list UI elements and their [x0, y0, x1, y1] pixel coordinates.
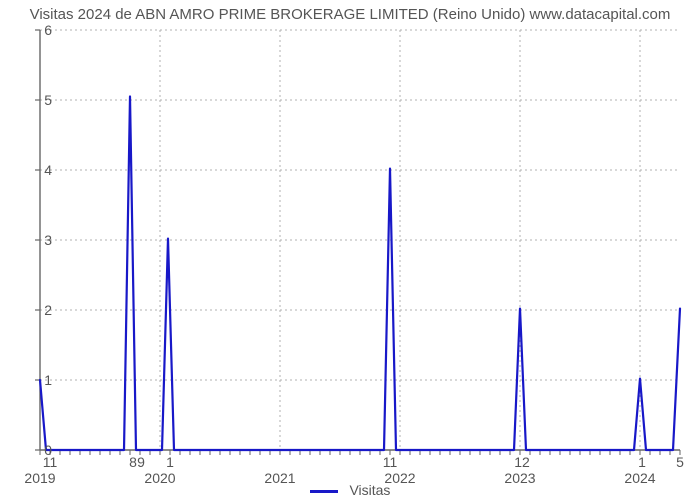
y-tick-label: 3	[18, 232, 52, 248]
x-tick-label-minor: 5	[676, 454, 684, 470]
legend-label: Visitas	[349, 482, 390, 498]
chart-svg	[40, 30, 680, 450]
y-tick-label: 4	[18, 162, 52, 178]
legend: Visitas	[0, 482, 700, 498]
y-tick-label: 1	[18, 372, 52, 388]
x-tick-label-minor: 12	[514, 454, 530, 470]
x-tick-label-minor: 9	[137, 454, 145, 470]
x-tick-label-minor: 1	[166, 454, 174, 470]
x-tick-label-minor: 8	[129, 454, 137, 470]
chart-container: Visitas 2024 de ABN AMRO PRIME BROKERAGE…	[0, 0, 700, 500]
y-tick-label: 5	[18, 92, 52, 108]
plot-area	[40, 30, 680, 450]
x-tick-label-minor: 11	[383, 454, 398, 470]
y-tick-label: 2	[18, 302, 52, 318]
chart-title: Visitas 2024 de ABN AMRO PRIME BROKERAGE…	[0, 6, 700, 23]
x-tick-label-minor: 1	[638, 454, 646, 470]
legend-swatch	[310, 490, 338, 493]
x-tick-label-minor: 11	[43, 454, 58, 470]
y-tick-label: 6	[18, 22, 52, 38]
